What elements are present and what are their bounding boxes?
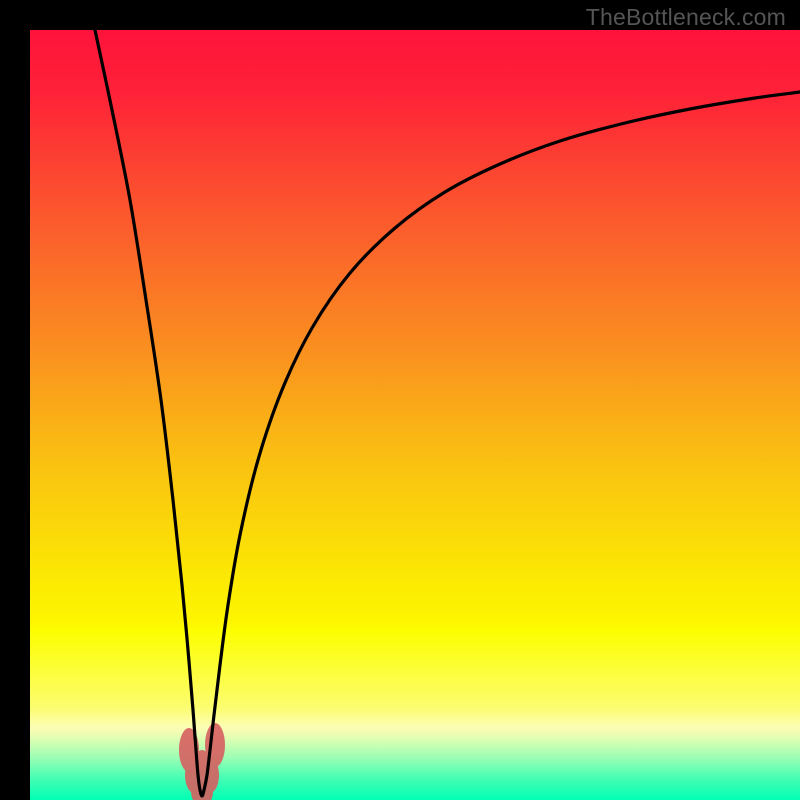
watermark-text: TheBottleneck.com [586, 4, 786, 31]
plot-area [30, 30, 800, 800]
marker-cluster [179, 723, 225, 800]
bottleneck-curve [95, 30, 800, 796]
curve-layer [30, 30, 800, 800]
chart-frame: TheBottleneck.com [0, 0, 800, 800]
